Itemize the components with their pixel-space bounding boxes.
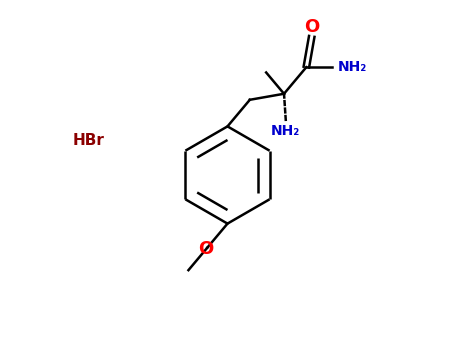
- Text: O: O: [198, 240, 213, 258]
- Text: NH₂: NH₂: [338, 60, 367, 74]
- Text: NH₂: NH₂: [271, 124, 300, 138]
- Text: HBr: HBr: [73, 133, 105, 148]
- Text: O: O: [304, 18, 319, 36]
